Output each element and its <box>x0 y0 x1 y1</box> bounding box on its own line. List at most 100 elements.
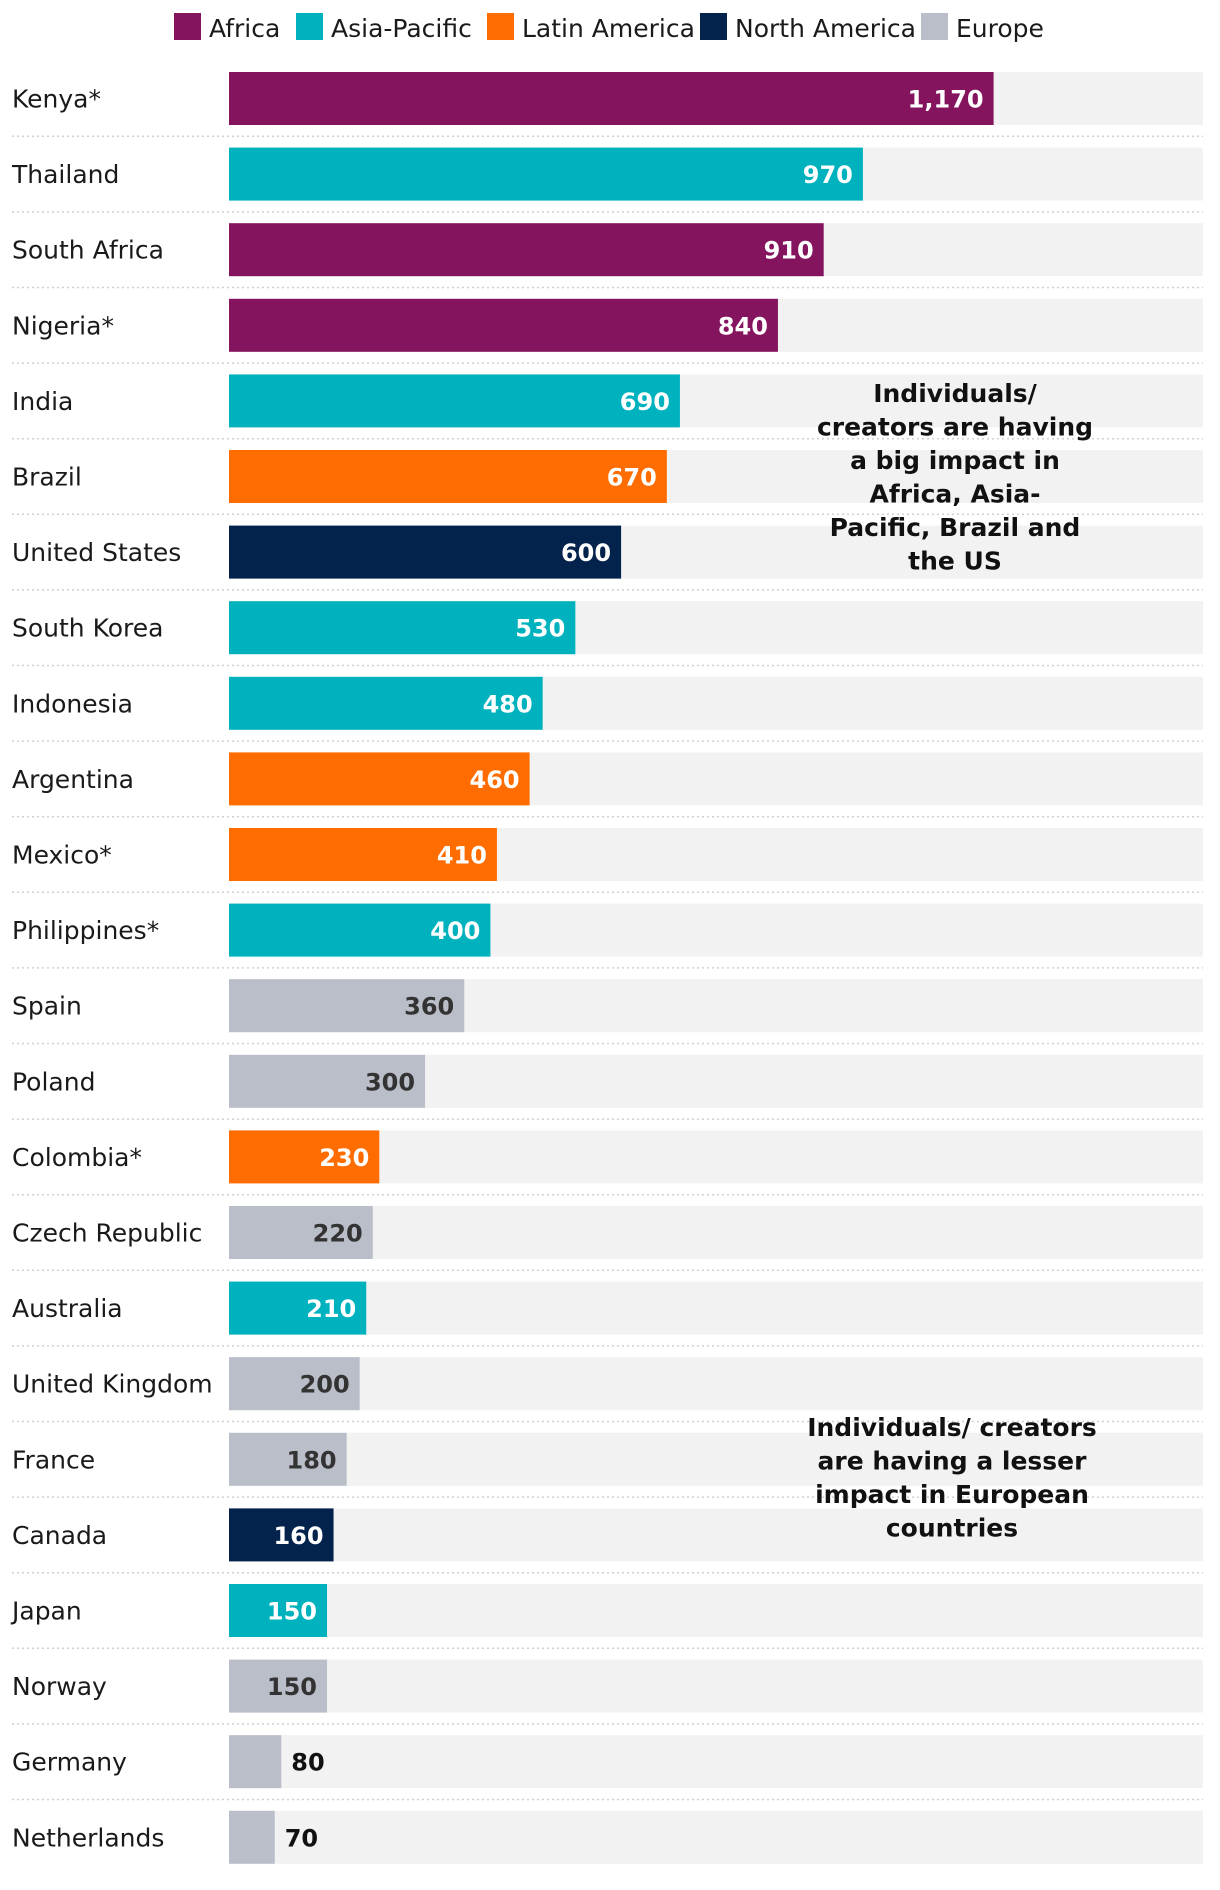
bar-row-colombia: Colombia* 230 <box>12 1130 1203 1196</box>
annotation-line: Pacific, Brazil and <box>830 513 1081 542</box>
category-label: France <box>12 1445 95 1474</box>
bar <box>229 1432 347 1486</box>
bar <box>229 1508 334 1562</box>
value-label: 480 <box>483 690 533 718</box>
value-label: 150 <box>267 1598 317 1626</box>
bar-row-brazil: Brazil 670 <box>12 450 1203 516</box>
bar-track <box>229 1281 1203 1335</box>
value-label: 300 <box>365 1068 415 1096</box>
category-label: Canada <box>12 1521 107 1550</box>
chart-annotations: Individuals/creators are having a big imp… <box>807 379 1097 1543</box>
annotation-line: countries <box>886 1514 1018 1543</box>
value-label: 410 <box>437 842 487 870</box>
annotation-big-impact: Individuals/creators are having a big imp… <box>817 379 1093 576</box>
value-label: 160 <box>273 1522 323 1550</box>
legend-label-latin-america: Latin America <box>522 14 695 43</box>
bar <box>229 1735 282 1789</box>
chart-legend: Africa Asia-Pacific Latin America North Ame… <box>174 13 1044 43</box>
bar-track <box>229 1206 1203 1259</box>
category-label: Thailand <box>11 160 119 189</box>
category-label: Kenya* <box>12 85 101 114</box>
bar <box>229 1659 328 1713</box>
bar-row-mexico: Mexico* 410 <box>12 828 1203 894</box>
category-label: Germany <box>12 1748 127 1777</box>
annotation-lesser-impact: Individuals/ creators are having a lesser… <box>807 1413 1097 1543</box>
bar-row-united-kingdom: United Kingdom 200 <box>12 1357 1203 1423</box>
bar-track <box>229 1432 1203 1486</box>
value-label: 360 <box>404 993 454 1021</box>
value-label: 840 <box>718 312 768 340</box>
bar-row-czech-republic: Czech Republic 220 <box>12 1206 1203 1272</box>
category-label: Mexico* <box>12 841 112 870</box>
legend-item-africa: Africa <box>174 13 280 43</box>
value-label: 150 <box>267 1673 317 1701</box>
bar-row-south-korea: South Korea 530 <box>12 601 1203 667</box>
bar-row-philippines: Philippines* 400 <box>12 903 1203 969</box>
bar-row-argentina: Argentina 460 <box>12 752 1203 818</box>
legend-swatch-latin-america <box>487 13 514 40</box>
value-label: 180 <box>287 1446 337 1474</box>
bar <box>229 1584 328 1637</box>
bar <box>229 1357 360 1411</box>
category-label: Spain <box>12 992 82 1021</box>
bar-track <box>229 1659 1203 1713</box>
legend-item-asia-pacific: Asia-Pacific <box>296 13 472 43</box>
legend-swatch-europe <box>921 13 948 40</box>
value-label: 70 <box>285 1824 318 1852</box>
value-label: 970 <box>803 161 853 189</box>
category-label: Philippines* <box>12 916 159 945</box>
value-label: 530 <box>515 615 565 643</box>
value-label: 200 <box>300 1371 350 1399</box>
bar <box>229 72 994 125</box>
value-label: 80 <box>291 1749 324 1777</box>
bar <box>229 752 530 806</box>
bar-row-netherlands: Netherlands 70 <box>12 1810 1203 1864</box>
bar <box>229 903 491 957</box>
bar <box>229 676 543 730</box>
legend-label-north-america: North America <box>735 14 916 43</box>
legend-swatch-north-america <box>700 13 727 40</box>
value-label: 210 <box>306 1295 356 1323</box>
value-label: 460 <box>470 766 520 794</box>
category-label: Indonesia <box>12 689 133 718</box>
bar-row-thailand: Thailand 970 <box>11 147 1203 213</box>
category-label: Netherlands <box>12 1823 164 1852</box>
value-label: 400 <box>430 917 480 945</box>
category-label: Nigeria* <box>12 311 114 340</box>
category-label: Japan <box>10 1597 82 1626</box>
bar <box>229 374 680 428</box>
bar <box>229 147 863 201</box>
bar-row-france: France 180 <box>12 1432 1203 1498</box>
bar <box>229 298 778 352</box>
annotation-line: Africa, Asia- <box>869 480 1040 509</box>
bar-track <box>229 1130 1203 1184</box>
category-label: United States <box>12 538 181 567</box>
bar-row-south-africa: South Africa 910 <box>12 223 1203 289</box>
bar-row-spain: Spain 360 <box>12 979 1203 1045</box>
annotation-line: Individuals/ <box>873 379 1037 408</box>
category-label: Australia <box>12 1294 123 1323</box>
annotation-line: the US <box>908 547 1002 576</box>
bar-track <box>229 1735 1203 1789</box>
bar <box>229 601 576 655</box>
bar-track <box>229 1584 1203 1637</box>
value-label: 220 <box>313 1220 363 1248</box>
category-label: India <box>12 387 73 416</box>
legend-label-africa: Africa <box>209 14 280 43</box>
bar <box>229 828 497 881</box>
bar-row-united-states: United States 600 <box>12 525 1203 591</box>
category-label: South Africa <box>12 236 164 265</box>
category-label: Norway <box>12 1672 107 1701</box>
legend-swatch-asia-pacific <box>296 13 323 40</box>
category-label: United Kingdom <box>12 1370 213 1399</box>
bar <box>229 1206 373 1259</box>
bar-row-canada: Canada 160 <box>12 1508 1203 1574</box>
bar-row-germany: Germany 80 <box>12 1735 1203 1801</box>
category-label: Colombia* <box>12 1143 142 1172</box>
value-label: 910 <box>764 237 814 265</box>
bar-row-india: India 690 <box>12 374 1203 440</box>
legend-item-latin-america: Latin America <box>487 13 695 43</box>
category-label: Czech Republic <box>12 1219 202 1248</box>
